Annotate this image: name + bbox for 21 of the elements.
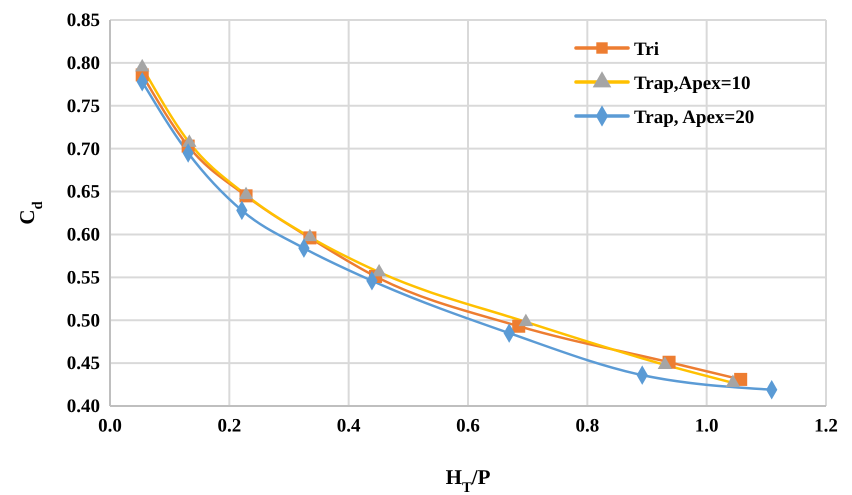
- y-tick-label: 0.60: [66, 224, 100, 246]
- y-tick-label: 0.55: [66, 267, 100, 288]
- x-tick-label: 0.2: [217, 415, 242, 436]
- y-tick-label: 0.45: [66, 353, 100, 374]
- y-tick-label: 0.70: [66, 138, 100, 160]
- y-tick-label: 0.40: [66, 396, 100, 418]
- y-tick-label: 0.85: [66, 10, 100, 32]
- legend-label: Trap,Apex=10: [634, 73, 751, 94]
- x-tick-label: 0.8: [575, 415, 600, 436]
- legend-label: Trap, Apex=20: [634, 107, 754, 128]
- x-tick-label: 1.2: [814, 415, 838, 436]
- legend-label: Tri: [634, 39, 659, 60]
- x-tick-label: 0.6: [456, 415, 480, 436]
- x-tick-label: 0.0: [98, 415, 122, 436]
- x-axis-title: H$_{T}$/P: [446, 465, 491, 495]
- y-tick-label: 0.75: [66, 96, 100, 117]
- y-tick-label: 0.80: [66, 52, 100, 74]
- y-tick-label: 0.50: [66, 310, 100, 332]
- x-tick-label: 1.0: [694, 415, 719, 436]
- x-tick-label: 0.4: [336, 415, 362, 436]
- y-tick-label: 0.65: [66, 182, 100, 203]
